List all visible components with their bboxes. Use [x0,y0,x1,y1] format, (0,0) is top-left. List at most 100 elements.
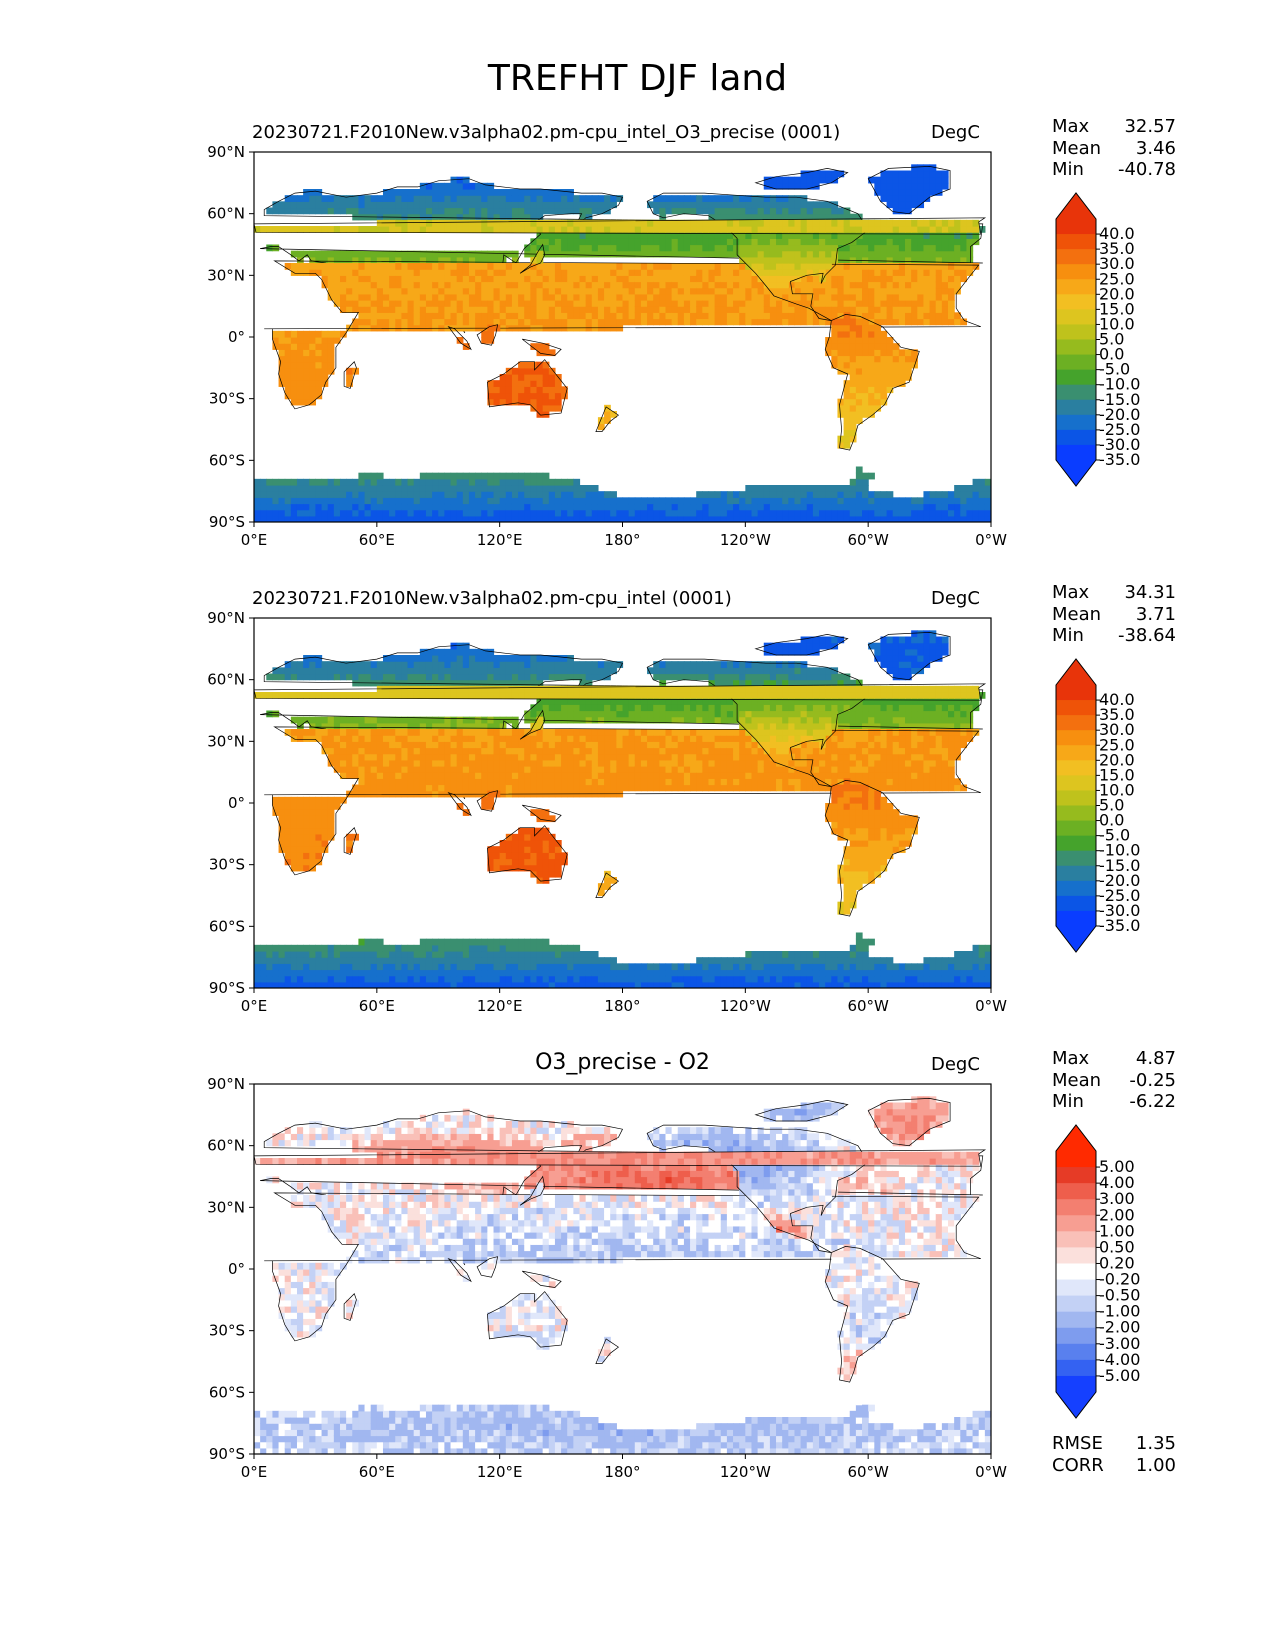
land-cell [524,312,531,320]
land-cell [450,300,458,307]
land-cell [935,244,943,252]
land-cell [327,667,335,675]
land-cell [358,472,366,480]
land-cell [315,343,323,350]
land-cell [573,244,581,252]
land-cell [941,176,949,184]
land-cell [788,281,796,289]
land-cell [616,238,624,246]
land-cell [370,269,378,276]
land-cell [370,667,378,675]
land-cell [419,722,427,730]
land-cell [567,661,574,668]
land-cell [628,226,636,233]
land-cell [475,509,482,517]
land-cell [567,710,574,718]
land-cell [665,269,673,276]
land-cell [634,312,642,320]
land-cell [524,515,531,522]
land-cell [456,722,464,730]
land-cell [260,503,267,511]
land-cell [554,509,562,517]
land-cell [548,281,556,289]
land-cell [622,269,630,276]
land-cell [370,306,378,313]
land-cell [542,485,550,492]
land-cell [450,318,458,326]
land-cell [493,503,501,511]
land-cell [892,367,900,375]
land-cell [358,784,366,792]
land-cell [505,219,513,227]
land-cell [339,207,347,215]
land-cell [782,195,789,202]
land-cell [855,269,863,276]
land-cell [843,509,851,517]
land-cell [622,704,630,712]
land-cell [462,182,470,190]
land-cell [536,238,544,246]
land-cell [886,318,894,326]
land-cell [622,293,630,301]
land-cell [966,232,974,239]
land-cell [432,312,439,320]
land-cell [419,269,427,276]
land-cell [757,312,765,320]
land-cell [837,710,845,718]
land-cell [524,667,531,675]
land-cell [683,710,691,718]
land-cell [438,219,445,227]
land-cell [548,219,556,227]
land-cell [585,716,593,724]
land-cell [413,503,421,511]
land-cell [745,306,753,313]
land-cell [296,269,304,276]
land-cell [456,287,464,295]
land-cell [763,244,771,252]
land-cell [726,201,734,209]
land-cell [389,287,396,295]
land-cell [444,207,452,215]
land-cell [303,478,310,486]
land-cell [290,337,298,344]
land-cell [290,485,298,492]
land-cell [376,256,384,264]
land-cell [450,201,458,209]
land-cell [303,392,310,400]
land-cell [591,287,599,295]
land-cell [284,667,292,675]
colorbar-tick-label: -20.0 [1099,405,1140,424]
land-cell [757,195,765,202]
land-cell [892,374,900,381]
max-label: Max [1052,1048,1090,1069]
land-cell [591,673,599,681]
land-cell [481,263,488,270]
land-cell [499,312,507,320]
land-cell [733,497,740,505]
land-cell [782,509,789,517]
land-cell [763,250,771,258]
land-cell [358,263,366,270]
land-cell [438,503,445,511]
land-cell [536,661,544,668]
land-cell [333,250,341,258]
land-cell [499,189,507,196]
land-cell [763,312,771,320]
land-cell [677,269,685,276]
land-cell [671,287,679,295]
land-cell [911,704,918,712]
land-cell [726,300,734,307]
land-cell [554,226,562,233]
land-cell [290,386,298,394]
land-cell [536,312,544,320]
land-cell [554,478,562,486]
land-cell [358,772,366,779]
land-cell [806,485,814,492]
land-cell [505,497,513,505]
land-cell [653,515,660,522]
land-cell [843,355,851,363]
land-cell [499,374,507,381]
land-cell [444,287,452,295]
land-cell [554,673,562,681]
land-cell [554,263,562,270]
